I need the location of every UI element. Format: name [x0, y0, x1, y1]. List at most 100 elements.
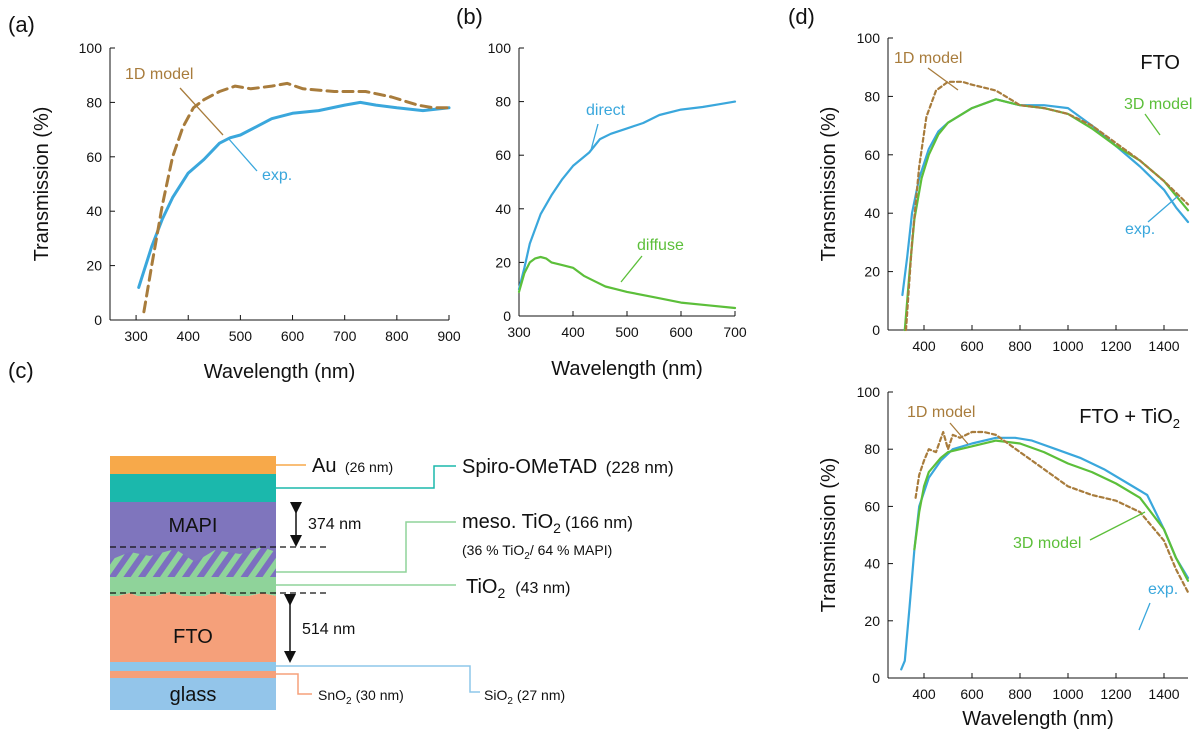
- x-tick-label: 700: [333, 328, 357, 344]
- y-tick-label: 20: [495, 254, 511, 270]
- label-fto-inside: FTO: [173, 626, 213, 648]
- series-line-direct: [517, 100, 737, 291]
- x-tick-label: 1000: [1052, 686, 1083, 702]
- label-sio2: SiO2 (27 nm): [484, 687, 565, 707]
- series-line-1d-model: [904, 80, 1190, 332]
- y-tick-label: 80: [864, 441, 880, 457]
- fto-top-wave: [110, 592, 276, 604]
- layer-fto: [110, 596, 276, 662]
- chart-panel-b: 0 20 40 60 80 100 300 400 500 600 700 Wavelength (n…: [488, 40, 747, 380]
- x-tick-label: 1000: [1052, 338, 1083, 354]
- y-tick-label: 20: [86, 258, 102, 274]
- series-line-exp: [901, 98, 1190, 297]
- x-tick-label: 800: [1008, 686, 1032, 702]
- label-au: Au (26 nm): [312, 455, 393, 477]
- layer-spiro: [110, 474, 276, 502]
- y-tick-label: 40: [495, 201, 511, 217]
- layer-tio2: [110, 577, 276, 593]
- x-tick-label: 600: [669, 324, 693, 340]
- y-tick-label: 0: [872, 322, 880, 338]
- y-tick-label: 60: [495, 147, 511, 163]
- annotation-label: diffuse: [637, 237, 684, 254]
- label-meso-note: (36 % TiO2/ 64 % MAPI): [462, 542, 612, 562]
- y-axis-label: Transmission (%): [818, 458, 840, 613]
- x-tick-label: 300: [507, 324, 531, 340]
- x-tick-label: 600: [960, 338, 984, 354]
- x-tick-label: 300: [124, 328, 148, 344]
- y-tick-label: 100: [857, 384, 881, 400]
- y-tick-label: 40: [864, 556, 880, 572]
- x-tick-label: 400: [177, 328, 201, 344]
- x-tick-label: 700: [723, 324, 747, 340]
- annotation-leader: [590, 123, 599, 151]
- annotation-label: 1D model: [907, 404, 975, 421]
- x-axis-label: Wavelength (nm): [551, 358, 703, 380]
- leader-spiro: [276, 465, 456, 489]
- y-tick-label: 40: [86, 203, 102, 219]
- chart-panel-a: 0 20 40 60 80 100 300 400 500 600 700 800 900 Wavelen…: [31, 40, 461, 383]
- annotation-leader: [179, 87, 224, 136]
- y-tick-label: 100: [79, 40, 103, 56]
- y-tick-label: 20: [864, 613, 880, 629]
- annotation-label: 3D model: [1124, 96, 1192, 113]
- annotation-label: direct: [586, 102, 626, 119]
- panel-label-a: (a): [8, 12, 35, 37]
- x-tick-label: 500: [615, 324, 639, 340]
- meso-top-wave: [110, 547, 276, 562]
- y-tick-label: 0: [872, 670, 880, 686]
- x-tick-label: 1200: [1100, 686, 1131, 702]
- y-tick-label: 100: [857, 30, 881, 46]
- layer-mapi: [110, 502, 276, 547]
- layer-stack-diagram: MAPI FTO glass 374 nm 514 nm Au (26 nm) …: [110, 455, 674, 710]
- series-line-diffuse: [517, 255, 737, 310]
- x-tick-label: 1400: [1148, 338, 1179, 354]
- chart-title: FTO + TiO2: [1079, 406, 1180, 431]
- x-tick-label: 600: [960, 686, 984, 702]
- x-tick-label: 800: [385, 328, 409, 344]
- y-tick-label: 60: [864, 147, 880, 163]
- panel-label-b: (b): [456, 4, 483, 29]
- annotation-leader: [227, 137, 258, 172]
- x-axis-label: Wavelength (nm): [204, 361, 356, 383]
- panel-label-c: (c): [8, 358, 34, 383]
- y-tick-label: 60: [86, 149, 102, 165]
- leader-meso: [276, 521, 456, 573]
- label-spiro: Spiro-OMeTAD (228 nm): [462, 456, 674, 478]
- label-glass-inside: glass: [170, 684, 217, 706]
- x-tick-label: 600: [281, 328, 305, 344]
- x-tick-label: 500: [229, 328, 253, 344]
- y-tick-label: 0: [94, 312, 102, 328]
- annotation-label: exp.: [1148, 581, 1178, 598]
- chart-panel-d-fto-tio2: 0 20 40 60 80 100 400 600 800 1000 1200 1400 Wavelen…: [818, 384, 1190, 730]
- annotation-leader: [1089, 511, 1146, 541]
- dim-label-mapi: 374 nm: [308, 516, 361, 533]
- leader-sno2: [276, 673, 312, 695]
- annotation-label: exp.: [262, 167, 292, 184]
- label-tio2: TiO2 (43 nm): [466, 576, 570, 601]
- chart-panel-d-fto: 0 20 40 60 80 100 400 600 800 1000 1200 1400 Transmi…: [818, 30, 1192, 354]
- panel-label-d: (d): [788, 4, 815, 29]
- annotation-leader: [1138, 602, 1151, 631]
- annotation-label: 1D model: [894, 50, 962, 67]
- y-tick-label: 80: [86, 94, 102, 110]
- series-line-3d-model: [913, 439, 1190, 582]
- series-line-3d-model: [903, 98, 1190, 332]
- x-tick-label: 400: [561, 324, 585, 340]
- x-tick-label: 800: [1008, 338, 1032, 354]
- y-tick-label: 0: [503, 308, 511, 324]
- series-line-1d-model: [914, 430, 1190, 594]
- y-axis-label: Transmission (%): [818, 107, 840, 262]
- series-line-exp: [137, 100, 451, 289]
- series-line-1d-model: [142, 81, 451, 314]
- y-tick-label: 80: [864, 88, 880, 104]
- x-tick-label: 900: [437, 328, 461, 344]
- label-meso: meso. TiO2 (166 nm): [462, 511, 633, 536]
- y-tick-label: 100: [488, 40, 512, 56]
- layer-glass: [110, 678, 276, 710]
- label-sno2: SnO2 (30 nm): [318, 687, 404, 707]
- layer-au: [110, 456, 276, 474]
- y-tick-label: 80: [495, 94, 511, 110]
- y-axis-label: Transmission (%): [31, 107, 53, 262]
- annotation-leader: [1144, 113, 1161, 136]
